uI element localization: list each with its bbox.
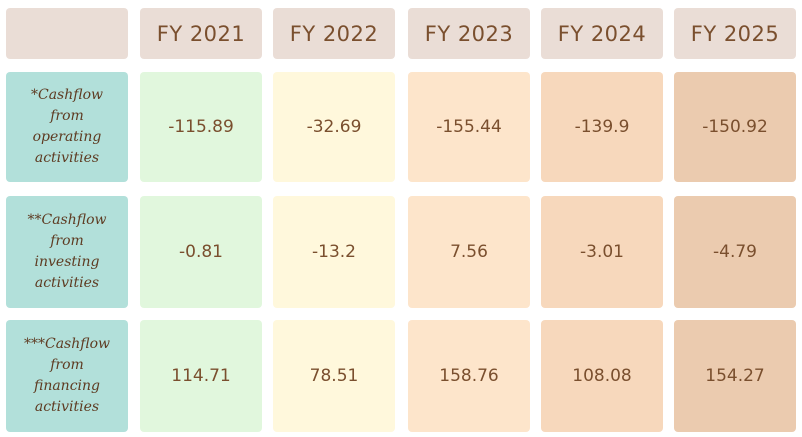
row-label-line: operating: [32, 129, 102, 145]
row-label-text: ***Cashflow from financing activities: [24, 334, 110, 418]
table-cell: 7.56: [408, 196, 530, 308]
row-label-line: activities: [34, 150, 100, 166]
table-corner: [6, 8, 128, 59]
table-cell: 158.76: [408, 320, 530, 432]
column-header-1: FY 2021: [140, 8, 262, 59]
table-cell: 154.27: [674, 320, 796, 432]
table-cell: 108.08: [541, 320, 663, 432]
row-label-text: **Cashflow from investing activities: [27, 210, 106, 294]
table-cell: -150.92: [674, 72, 796, 182]
row-label-line: from: [50, 357, 84, 373]
row-label-line: financing: [33, 378, 100, 394]
row-label-3: ***Cashflow from financing activities: [6, 320, 128, 432]
table-cell: 78.51: [273, 320, 395, 432]
row-label-1: *Cashflow from operating activities: [6, 72, 128, 182]
row-label-line: from: [50, 108, 84, 124]
row-label-line: from: [50, 233, 84, 249]
row-label-line: ***Cashflow: [23, 336, 110, 352]
table-cell: -0.81: [140, 196, 262, 308]
table-cell: -115.89: [140, 72, 262, 182]
table-cell: -3.01: [541, 196, 663, 308]
column-header-4: FY 2024: [541, 8, 663, 59]
table-cell: 114.71: [140, 320, 262, 432]
row-label-2: **Cashflow from investing activities: [6, 196, 128, 308]
table-cell: -155.44: [408, 72, 530, 182]
column-header-3: FY 2023: [408, 8, 530, 59]
row-label-line: *Cashflow: [30, 87, 103, 103]
row-label-text: *Cashflow from operating activities: [31, 85, 103, 169]
table-cell: -4.79: [674, 196, 796, 308]
row-label-line: activities: [34, 399, 100, 415]
table-cell: -139.9: [541, 72, 663, 182]
column-header-2: FY 2022: [273, 8, 395, 59]
column-header-5: FY 2025: [674, 8, 796, 59]
row-label-line: activities: [34, 275, 100, 291]
row-label-line: investing: [34, 254, 100, 270]
table-cell: -32.69: [273, 72, 395, 182]
row-label-line: **Cashflow: [27, 212, 107, 228]
table-cell: -13.2: [273, 196, 395, 308]
